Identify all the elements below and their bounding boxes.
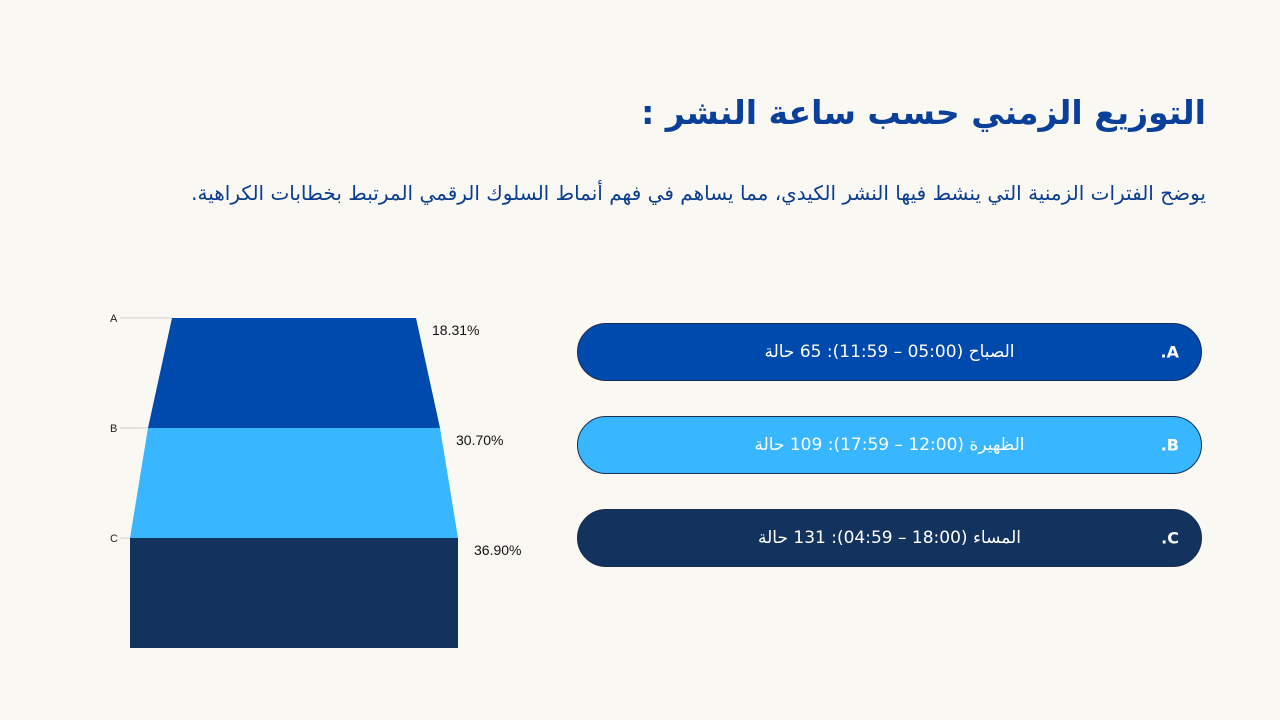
period-item-b: B. الظهيرة (12:00 – 17:59): 109 حالة — [577, 416, 1202, 474]
funnel-segment-b — [130, 428, 458, 538]
funnel-category-label: B — [110, 423, 117, 435]
period-list: A. الصباح (05:00 – 11:59): 65 حالة B. ال… — [577, 323, 1202, 602]
period-item-a: A. الصباح (05:00 – 11:59): 65 حالة — [577, 323, 1202, 381]
page-subtitle: يوضح الفترات الزمنية التي ينشط فيها النش… — [191, 181, 1206, 205]
funnel-chart: A 18.31% B 30.70% C 36.90% — [100, 300, 540, 660]
funnel-chart-svg: A 18.31% B 30.70% C 36.90% — [110, 313, 521, 648]
period-item-letter: B. — [1160, 435, 1179, 455]
period-item-text: الصباح (05:00 – 11:59): 65 حالة — [764, 342, 1015, 362]
funnel-category-label: A — [110, 313, 118, 325]
funnel-value-label: 30.70% — [456, 432, 503, 448]
funnel-category-label: C — [110, 533, 118, 545]
period-item-text: الظهيرة (12:00 – 17:59): 109 حالة — [754, 435, 1025, 455]
funnel-value-label: 18.31% — [432, 322, 479, 338]
page-title: التوزيع الزمني حسب ساعة النشر : — [641, 93, 1206, 132]
funnel-segment-c — [130, 538, 458, 648]
period-item-c: C. المساء (18:00 – 04:59): 131 حالة — [577, 509, 1202, 567]
funnel-value-label: 36.90% — [474, 542, 521, 558]
period-item-letter: A. — [1160, 342, 1179, 362]
period-item-letter: C. — [1161, 528, 1179, 548]
funnel-segment-a — [148, 318, 440, 428]
period-item-text: المساء (18:00 – 04:59): 131 حالة — [757, 528, 1022, 548]
